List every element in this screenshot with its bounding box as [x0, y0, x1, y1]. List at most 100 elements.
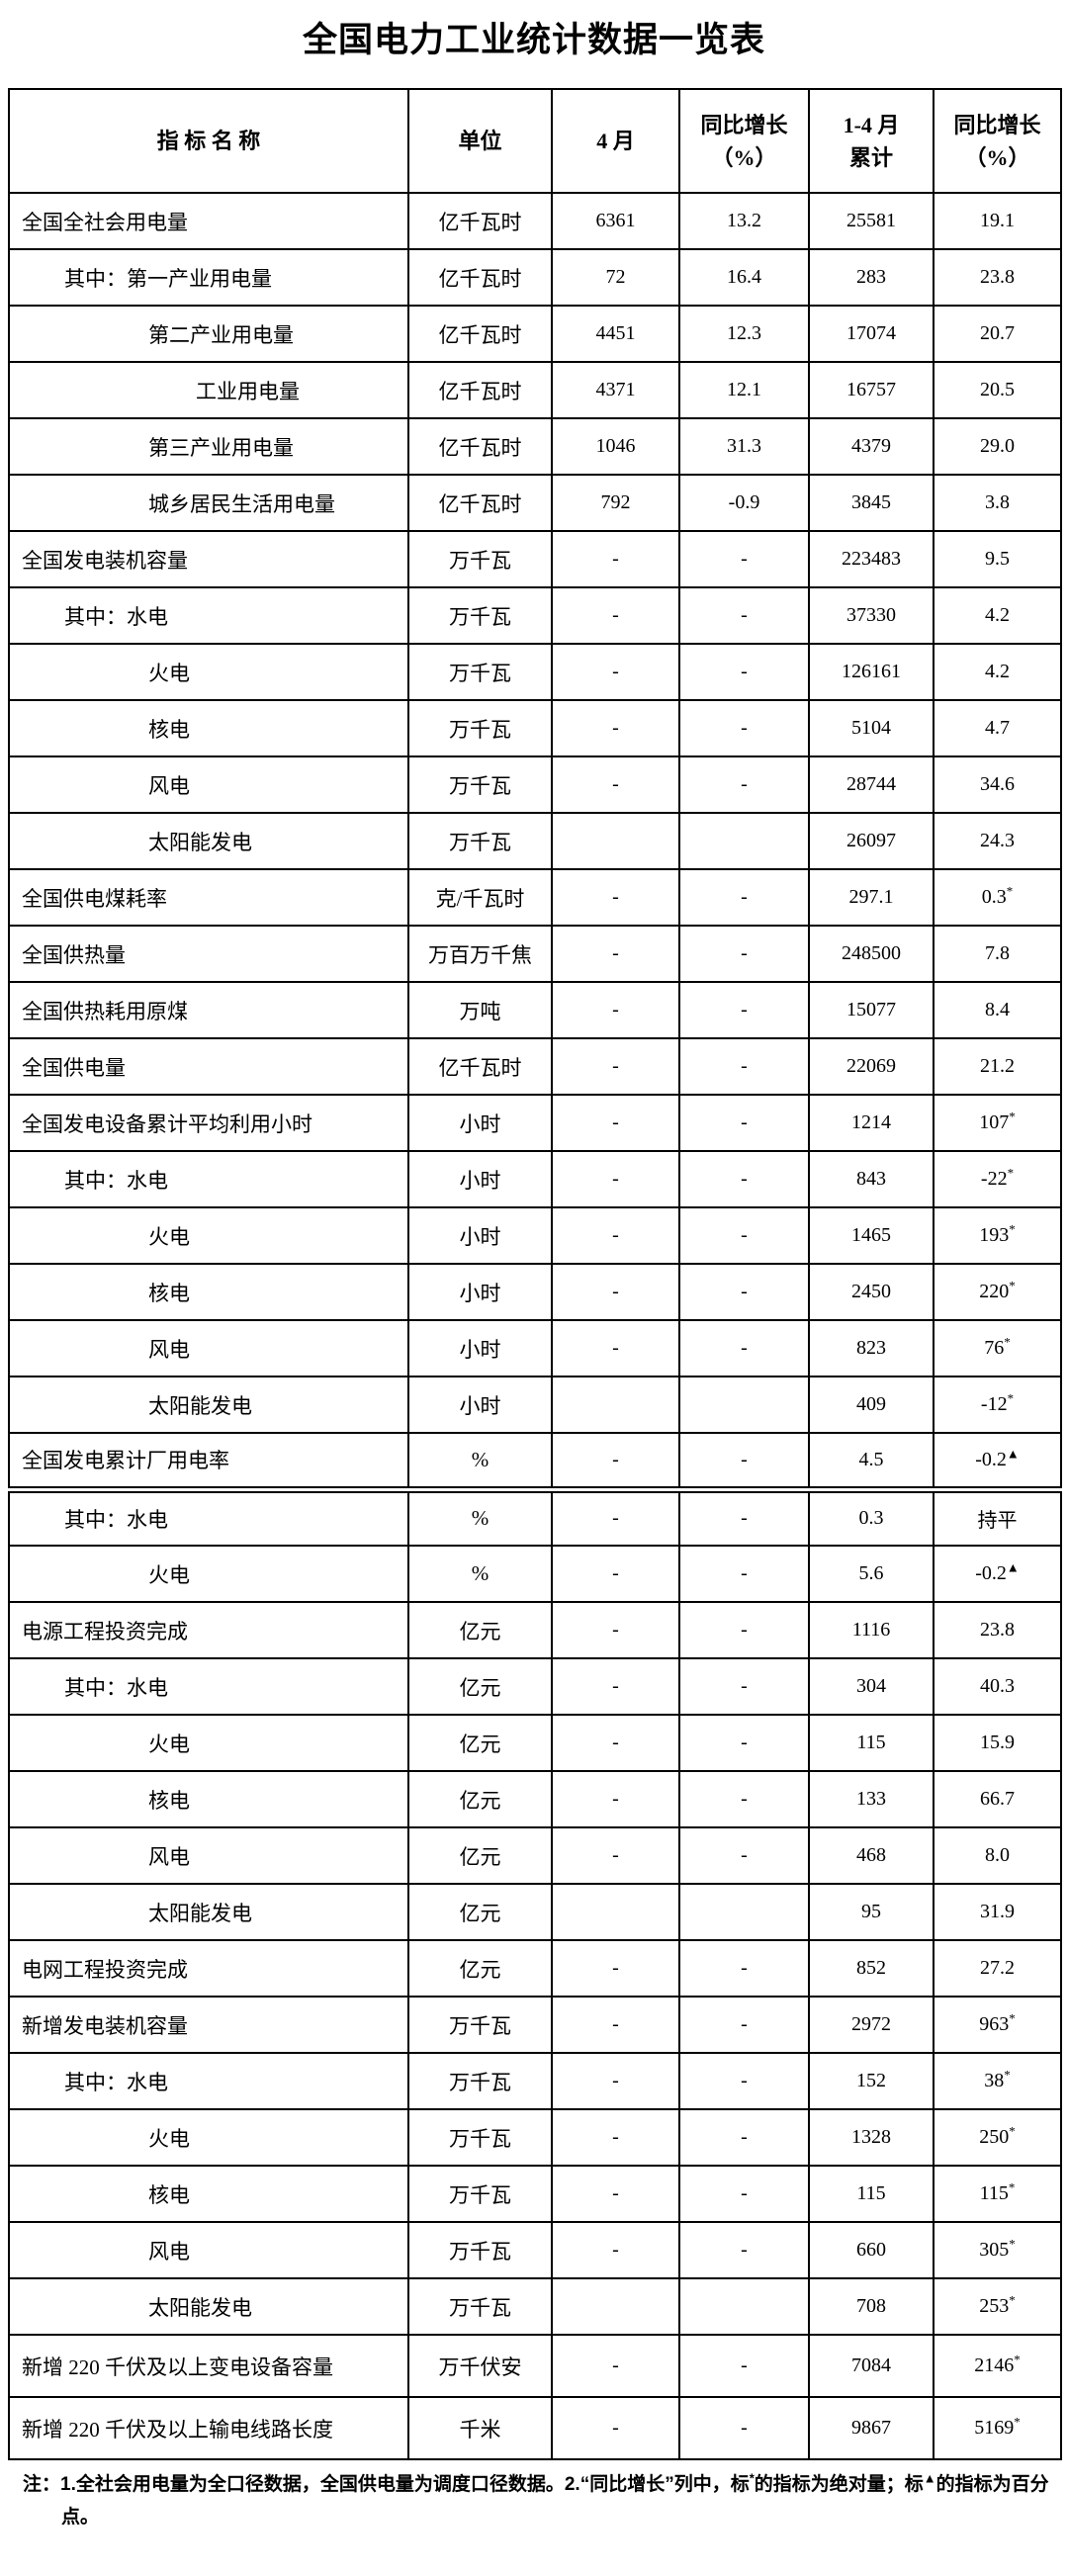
table-row: 全国供电煤耗率 克/千瓦时 - -297.1 0.3*: [8, 868, 1062, 927]
yoy-april-cell: -: [678, 1037, 810, 1096]
cumulative-cell: 15077: [808, 981, 934, 1039]
yoy-cumulative-cell: 21.2: [933, 1037, 1062, 1096]
unit-cell: 亿元: [407, 1770, 553, 1828]
indicator-name-cell: 全国发电装机容量: [8, 530, 409, 588]
table-row: 核电 亿元 - -133 66.7: [8, 1770, 1062, 1828]
unit-cell: 亿千瓦时: [407, 361, 553, 419]
indicator-name-cell: 其中：水电: [8, 2052, 409, 2110]
unit-cell: 小时: [407, 1150, 553, 1208]
april-value-cell: -: [551, 1996, 680, 2054]
april-value-cell: -: [551, 1488, 680, 1547]
yoy-cumulative-cell: 24.3: [933, 812, 1062, 870]
table-row: 太阳能发电 小时 409 -12*: [8, 1376, 1062, 1434]
indicator-name-cell: 太阳能发电: [8, 2277, 409, 2336]
column-header-cumulative: 1-4 月 累计: [808, 88, 934, 194]
table-row: 其中：水电 小时 - -843 -22*: [8, 1150, 1062, 1208]
unit-cell: 万千瓦: [407, 2052, 553, 2110]
table-row: 全国发电设备累计平均利用小时 小时 - -1214 107*: [8, 1094, 1062, 1152]
unit-cell: 万千伏安: [407, 2334, 553, 2398]
yoy-april-cell: -: [678, 2334, 810, 2398]
april-value-cell: -: [551, 699, 680, 757]
indicator-name-cell: 新增 220 千伏及以上变电设备容量: [8, 2334, 409, 2398]
yoy-cumulative-cell: 7.8: [933, 925, 1062, 983]
unit-cell: 万千瓦: [407, 530, 553, 588]
cumulative-cell: 133: [808, 1770, 934, 1828]
unit-cell: 亿千瓦时: [407, 474, 553, 532]
table-row: 工业用电量 亿千瓦时 4371 12.1 16757 20.5: [8, 361, 1062, 419]
unit-cell: 小时: [407, 1094, 553, 1152]
table-row: 火电 亿元 - -115 15.9: [8, 1714, 1062, 1772]
table-row: 核电 小时 - -2450 220*: [8, 1263, 1062, 1321]
april-value-cell: 792: [551, 474, 680, 532]
unit-cell: 万百万千焦: [407, 925, 553, 983]
yoy-april-cell: -: [678, 1150, 810, 1208]
cumulative-cell: 16757: [808, 361, 934, 419]
april-value-cell: -: [551, 755, 680, 814]
table-row: 全国供热耗用原煤 万吨 - -15077 8.4: [8, 981, 1062, 1039]
cumulative-cell: 1328: [808, 2108, 934, 2167]
cumulative-cell: 115: [808, 1714, 934, 1772]
yoy-april-cell: -: [678, 1263, 810, 1321]
yoy-april-cell: -: [678, 2165, 810, 2223]
yoy-april-cell: -: [678, 755, 810, 814]
unit-cell: %: [407, 1432, 553, 1493]
yoy-april-cell: -: [678, 1601, 810, 1659]
april-value-cell: [551, 2277, 680, 2336]
table-row: 风电 小时 - -823 76*: [8, 1319, 1062, 1377]
indicator-name-cell: 太阳能发电: [8, 812, 409, 870]
yoy-cumulative-cell: 8.0: [933, 1826, 1062, 1885]
unit-cell: 亿千瓦时: [407, 1037, 553, 1096]
yoy-cumulative-cell: 31.9: [933, 1883, 1062, 1941]
april-value-cell: -: [551, 868, 680, 927]
unit-cell: 小时: [407, 1263, 553, 1321]
yoy-cumulative-cell: 4.2: [933, 586, 1062, 645]
yoy-april-cell: -: [678, 2396, 810, 2460]
yoy-cumulative-cell: 15.9: [933, 1714, 1062, 1772]
table-row: 火电 万千瓦 - -126161 4.2: [8, 643, 1062, 701]
yoy-cumulative-cell: 38*: [933, 2052, 1062, 2110]
yoy-april-cell: -: [678, 1488, 810, 1547]
table-row: 风电 亿元 - -468 8.0: [8, 1826, 1062, 1885]
yoy-cumulative-cell: 253*: [933, 2277, 1062, 2336]
table-row: 全国全社会用电量 亿千瓦时 6361 13.2 25581 19.1: [8, 192, 1062, 250]
table-row: 风电 万千瓦 - -660 305*: [8, 2221, 1062, 2279]
cumulative-cell: 468: [808, 1826, 934, 1885]
unit-cell: 万千瓦: [407, 643, 553, 701]
unit-cell: 万千瓦: [407, 699, 553, 757]
yoy-cumulative-cell: -0.2▲: [933, 1432, 1062, 1493]
yoy-cumulative-cell: 23.8: [933, 1601, 1062, 1659]
yoy-april-cell: [678, 1883, 810, 1941]
april-value-cell: 1046: [551, 417, 680, 476]
cumulative-cell: 28744: [808, 755, 934, 814]
yoy-cumulative-cell: 40.3: [933, 1657, 1062, 1716]
indicator-name-cell: 全国全社会用电量: [8, 192, 409, 250]
yoy-april-cell: -: [678, 981, 810, 1039]
yoy-april-cell: -: [678, 1319, 810, 1377]
unit-cell: 小时: [407, 1376, 553, 1434]
unit-cell: 万千瓦: [407, 2221, 553, 2279]
table-row: 新增 220 千伏及以上变电设备容量 万千伏安 - -7084 2146*: [8, 2334, 1062, 2398]
cumulative-cell: 823: [808, 1319, 934, 1377]
april-value-cell: -: [551, 2396, 680, 2460]
indicator-name-cell: 其中：水电: [8, 586, 409, 645]
cumulative-cell: 4379: [808, 417, 934, 476]
april-value-cell: -: [551, 1432, 680, 1493]
table-row: 风电 万千瓦 - -28744 34.6: [8, 755, 1062, 814]
unit-cell: 亿元: [407, 1601, 553, 1659]
yoy-april-cell: -: [678, 1714, 810, 1772]
cumulative-cell: 26097: [808, 812, 934, 870]
cumulative-cell: 22069: [808, 1037, 934, 1096]
cumulative-cell: 304: [808, 1657, 934, 1716]
cumulative-cell: 708: [808, 2277, 934, 2336]
indicator-name-cell: 风电: [8, 1319, 409, 1377]
april-value-cell: -: [551, 586, 680, 645]
april-value-cell: 4451: [551, 305, 680, 363]
yoy-cumulative-cell: 20.5: [933, 361, 1062, 419]
table-row: 太阳能发电 万千瓦 708 253*: [8, 2277, 1062, 2336]
cumulative-cell: 0.3: [808, 1488, 934, 1547]
table-row: 太阳能发电 万千瓦 26097 24.3: [8, 812, 1062, 870]
yoy-cumulative-cell: 4.7: [933, 699, 1062, 757]
column-header-yoy-april: 同比增长 （%）: [678, 88, 810, 194]
yoy-cumulative-cell: 持平: [933, 1488, 1062, 1547]
table-row: 电源工程投资完成 亿元 - -1116 23.8: [8, 1601, 1062, 1659]
